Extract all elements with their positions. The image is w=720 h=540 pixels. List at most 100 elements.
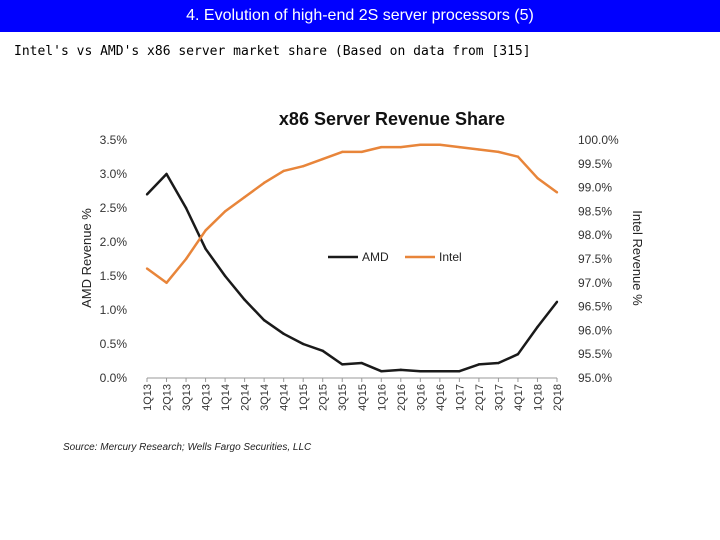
data-point-intel bbox=[477, 148, 481, 151]
x-tick-label: 1Q15 bbox=[298, 384, 310, 411]
data-point-intel bbox=[438, 143, 442, 146]
y-left-tick-label: 0.5% bbox=[100, 337, 128, 351]
series-lines bbox=[145, 143, 559, 373]
data-point-intel bbox=[223, 210, 227, 213]
data-point-amd bbox=[536, 325, 539, 329]
data-point-intel bbox=[184, 257, 188, 261]
legend-label-amd: AMD bbox=[362, 250, 389, 264]
x-tick-label: 2Q14 bbox=[240, 384, 252, 411]
y-right-tick-label: 100.0% bbox=[578, 133, 619, 147]
legend: AMD Intel bbox=[320, 243, 470, 271]
x-tick-label: 3Q13 bbox=[181, 384, 193, 411]
data-point-amd bbox=[419, 370, 422, 373]
data-point-intel bbox=[380, 145, 383, 149]
y-axis-right-label: Intel Revenue % bbox=[630, 210, 645, 306]
data-point-intel bbox=[301, 164, 305, 168]
y-left-tick-label: 1.5% bbox=[100, 269, 128, 283]
x-tick-label: 2Q18 bbox=[552, 384, 564, 411]
x-tick-label: 3Q17 bbox=[493, 384, 505, 411]
data-point-amd bbox=[341, 363, 344, 366]
data-point-intel bbox=[536, 176, 539, 180]
y-left-tick-label: 0.0% bbox=[100, 371, 128, 385]
data-point-intel bbox=[399, 145, 403, 149]
data-point-amd bbox=[243, 298, 246, 301]
data-point-amd bbox=[184, 206, 188, 210]
data-point-amd bbox=[165, 172, 168, 176]
y-right-tick-label: 98.0% bbox=[578, 228, 612, 242]
source-note: Source: Mercury Research; Wells Fargo Se… bbox=[63, 442, 312, 453]
data-point-amd bbox=[282, 332, 285, 335]
x-tick-label: 2Q15 bbox=[318, 384, 330, 411]
x-tick-label: 4Q17 bbox=[513, 384, 525, 411]
x-tick-label: 1Q16 bbox=[376, 384, 388, 411]
x-tick-label: 3Q14 bbox=[259, 384, 271, 411]
data-point-intel bbox=[360, 150, 363, 154]
chart-title: x86 Server Revenue Share bbox=[279, 109, 505, 129]
y-right-tick-label: 96.0% bbox=[578, 323, 612, 337]
y-axis-left-label: AMD Revenue % bbox=[79, 208, 94, 308]
data-point-intel bbox=[458, 145, 461, 149]
data-point-amd bbox=[321, 349, 324, 352]
series-line-amd bbox=[146, 172, 558, 373]
x-tick-label: 3Q16 bbox=[415, 384, 427, 411]
data-point-intel bbox=[555, 191, 559, 194]
data-point-amd bbox=[380, 370, 383, 373]
y-right-tick-label: 99.5% bbox=[578, 157, 612, 171]
x-tick-label: 1Q13 bbox=[142, 384, 154, 411]
slide-subtitle: Intel's vs AMD's x86 server market share… bbox=[14, 44, 531, 59]
y-right-tick-label: 97.5% bbox=[578, 252, 612, 266]
data-point-intel bbox=[341, 150, 344, 154]
data-point-amd bbox=[145, 193, 149, 196]
data-point-amd bbox=[497, 361, 500, 365]
y-left-tick-label: 1.0% bbox=[100, 303, 128, 317]
y-left-tick-label: 3.5% bbox=[100, 133, 128, 147]
y-right-tick-label: 98.5% bbox=[578, 204, 612, 218]
data-point-intel bbox=[282, 169, 285, 173]
y-axis-right-ticks: 95.0% 95.5% 96.0% 96.5% 97.0% 97.5% 98.0% 98.5%… bbox=[578, 133, 619, 385]
data-point-amd bbox=[204, 247, 207, 250]
y-right-tick-label: 99.0% bbox=[578, 181, 612, 195]
x-tick-label: 2Q16 bbox=[396, 384, 408, 411]
y-left-tick-label: 2.5% bbox=[100, 201, 128, 215]
data-point-intel bbox=[321, 157, 324, 161]
data-point-amd bbox=[360, 361, 363, 365]
x-tick-label: 4Q15 bbox=[357, 384, 369, 411]
y-left-tick-label: 3.0% bbox=[100, 167, 128, 181]
data-point-amd bbox=[477, 363, 481, 366]
x-axis-ticks: 1Q13 2Q13 3Q13 4Q13 1Q14 2Q14 3Q14 4Q14 1Q15 2Q15… bbox=[142, 378, 564, 411]
data-point-intel bbox=[204, 229, 207, 232]
data-point-amd bbox=[399, 368, 403, 372]
x-tick-label: 4Q13 bbox=[201, 384, 213, 411]
y-right-tick-label: 96.5% bbox=[578, 300, 612, 314]
x-tick-label: 4Q16 bbox=[435, 384, 447, 411]
data-point-intel bbox=[497, 150, 500, 154]
data-point-intel bbox=[165, 281, 168, 284]
x-tick-label: 2Q13 bbox=[162, 384, 174, 411]
x-tick-label: 3Q15 bbox=[337, 384, 349, 411]
slide-title: 4. Evolution of high-end 2S server proce… bbox=[0, 0, 720, 32]
x-tick-label: 1Q18 bbox=[532, 384, 544, 411]
x-tick-label: 2Q17 bbox=[474, 384, 486, 411]
data-point-amd bbox=[516, 353, 520, 356]
y-right-tick-label: 97.0% bbox=[578, 276, 612, 290]
data-point-amd bbox=[458, 370, 461, 373]
data-point-amd bbox=[438, 370, 442, 373]
x-tick-label: 4Q14 bbox=[279, 384, 291, 411]
data-point-intel bbox=[419, 143, 422, 146]
data-point-intel bbox=[262, 181, 266, 185]
y-left-tick-label: 2.0% bbox=[100, 235, 128, 249]
x-tick-label: 1Q14 bbox=[220, 384, 232, 411]
data-point-intel bbox=[243, 195, 246, 199]
data-point-intel bbox=[516, 155, 520, 158]
data-point-intel bbox=[145, 267, 149, 270]
y-right-tick-label: 95.5% bbox=[578, 347, 612, 361]
data-point-amd bbox=[262, 319, 266, 322]
series-line-intel bbox=[146, 143, 558, 285]
data-point-amd bbox=[223, 274, 227, 278]
x-tick-label: 1Q17 bbox=[454, 384, 466, 411]
y-axis-left-ticks: 0.0% 0.5% 1.0% 1.5% 2.0% 2.5% 3.0% 3.5% bbox=[100, 133, 128, 385]
y-right-tick-label: 95.0% bbox=[578, 371, 612, 385]
legend-label-intel: Intel bbox=[439, 250, 462, 264]
data-point-amd bbox=[555, 300, 559, 304]
